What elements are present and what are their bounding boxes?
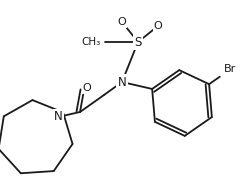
Text: Br: Br: [224, 64, 237, 74]
Text: N: N: [54, 110, 62, 124]
Text: CH₃: CH₃: [82, 37, 101, 47]
Text: O: O: [118, 17, 126, 27]
Text: O: O: [83, 83, 91, 93]
Text: O: O: [154, 21, 162, 31]
Text: N: N: [118, 76, 126, 88]
Text: S: S: [134, 35, 142, 48]
